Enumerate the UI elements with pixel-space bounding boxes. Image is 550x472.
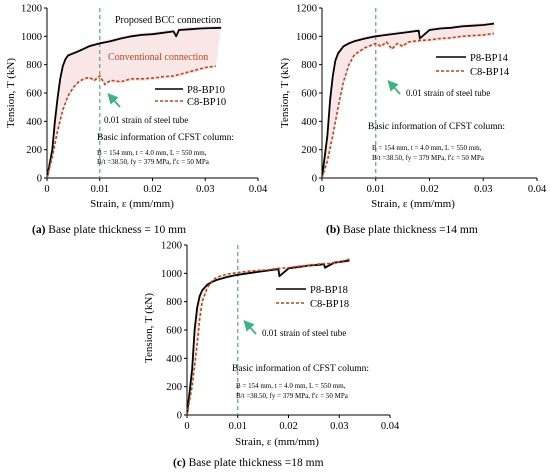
panel-a-xlabel: Strain, ε (mm/mm) bbox=[90, 198, 174, 210]
panel-b-ytick-label: 400 bbox=[301, 117, 317, 128]
panel-a-info-line2: B/t =38.50, fy = 379 MPa, f'c = 50 MPa bbox=[97, 158, 210, 166]
panel-c-ytick-label: 400 bbox=[166, 354, 182, 365]
panel-a-xtick-label: 0 bbox=[44, 184, 49, 195]
panel-b-ytick-label: 1000 bbox=[296, 32, 317, 43]
panel-b-ytick-label: 600 bbox=[301, 89, 317, 100]
panel-b-caption-text: Base plate thickness =14 mm bbox=[340, 224, 478, 236]
panel-a-caption-prefix: (a) bbox=[32, 224, 46, 236]
panel-c-ytick-label: 0 bbox=[177, 411, 182, 422]
panel-a-legend-label-c: C8-BP10 bbox=[187, 97, 226, 108]
panel-c-xtick-label: 0.04 bbox=[381, 421, 400, 432]
panel-a-ytick-label: 0 bbox=[37, 174, 42, 185]
panel-a-info-title: Basic information of CFST column: bbox=[97, 132, 234, 143]
panel-b-xtick-label: 0.03 bbox=[474, 184, 492, 195]
panel-c-xtick-label: 0.01 bbox=[229, 421, 247, 432]
panel-c-ytick-label: 200 bbox=[166, 382, 182, 393]
panel-b-xtick-label: 0.02 bbox=[420, 184, 438, 195]
panel-c-legend-label-c: C8-BP18 bbox=[310, 299, 349, 310]
panel-c-xtick-label: 0 bbox=[184, 421, 189, 432]
panel-c-ytick-label: 600 bbox=[166, 326, 182, 337]
panel-a-ylabel: Tension, T (kN) bbox=[5, 58, 17, 128]
panel-b-legend-label-p: P8-BP14 bbox=[470, 53, 509, 64]
panel-a-caption-text: Base plate thickness = 10 mm bbox=[45, 224, 186, 236]
panel-c-plot: 0 200 400 600 800 1000 1200 0 0.01 0.02 0.03 0.04 bbox=[161, 241, 400, 433]
panel-c-ytick-label: 800 bbox=[166, 297, 182, 308]
panel-c-reference-label: 0.01 strain of steel tube bbox=[262, 328, 346, 338]
panel-b-caption: (b) Base plate thickness =14 mm bbox=[326, 224, 478, 236]
panel-a-legend-label-p: P8-BP10 bbox=[187, 85, 225, 96]
panel-a-info-line2-text: B/t =38.50, fy = 379 MPa, f'c = 50 MPa bbox=[97, 158, 210, 166]
panel-c-caption-text: Base plate thickness =18 mm bbox=[186, 457, 324, 469]
panel-a-plot: 0 200 400 600 800 1000 1200 0 0.01 0.02 0.03 0.04 bbox=[21, 4, 268, 196]
panel-c: 0 200 400 600 800 1000 1200 0 0.01 0.02 0.03 0.04 P… bbox=[143, 241, 400, 470]
panel-a-ytick-label: 400 bbox=[26, 117, 42, 128]
panel-c-legend-label-p: P8-BP18 bbox=[310, 285, 348, 296]
panel-a-annotation-proposed: Proposed BCC connection bbox=[115, 15, 221, 26]
panel-a-caption: (a) Base plate thickness = 10 mm bbox=[32, 224, 186, 236]
panel-b-ytick-label: 0 bbox=[312, 174, 317, 185]
panel-c-xtick-label: 0.03 bbox=[330, 421, 348, 432]
panel-c-info-line1: B = 154 mm, t = 4.0 mm, L = 550 mm, bbox=[236, 382, 346, 390]
panel-c-series-c8-bp18 bbox=[186, 258, 350, 416]
panel-b-xtick-label: 0.01 bbox=[367, 184, 385, 195]
panel-c-reference-arrow bbox=[243, 319, 257, 335]
panel-a: 0 200 400 600 800 1000 1200 0 0.01 0.02 0.03 0.04 P… bbox=[5, 4, 268, 237]
panel-c-caption-prefix: (c) bbox=[173, 457, 186, 469]
panel-b-info-line2: B/t =38.50, fy = 379 MPa, f'c = 50 MPa bbox=[372, 154, 485, 162]
panel-b-shade-band bbox=[322, 21, 494, 179]
panel-b-info-title: Basic information of CFST column: bbox=[368, 121, 505, 132]
panel-b-xtick-label: 0 bbox=[319, 184, 324, 195]
panel-b-xlabel: Strain, ε (mm/mm) bbox=[371, 198, 455, 210]
panel-a-ytick-label: 200 bbox=[26, 145, 42, 156]
panel-b-ytick-label: 200 bbox=[301, 145, 317, 156]
panel-a-xtick-label: 0.04 bbox=[249, 184, 268, 195]
panel-b-reference-label: 0.01 strain of steel tube bbox=[406, 88, 490, 98]
panel-b-ytick-label: 800 bbox=[301, 60, 317, 71]
panel-c-ytick-label: 1200 bbox=[161, 241, 182, 252]
panel-b-plot: 0 200 400 600 800 1000 1200 0 0.01 0.02 0.03 0.04 bbox=[296, 4, 547, 196]
panel-c-xtick-label: 0.02 bbox=[279, 421, 297, 432]
panel-b-info-line1: B = 154 mm, t = 4.0 mm, L = 550 mm, bbox=[372, 144, 482, 152]
panel-a-series-c8-bp10 bbox=[46, 65, 216, 179]
panel-c-info-line2: B/t =38.50, fy = 379 MPa, f'c = 50 MPa bbox=[236, 392, 349, 400]
panel-b: 0 200 400 600 800 1000 1200 0 0.01 0.02 0.03 0.04 P… bbox=[279, 4, 547, 237]
panel-a-annotation-conventional: Conventional connection bbox=[108, 52, 208, 63]
panel-a-info-line1: B = 154 mm, t = 4.0 mm, L = 550 mm, bbox=[97, 149, 207, 157]
panel-b-xtick-label: 0.04 bbox=[528, 184, 547, 195]
panel-a-xtick-label: 0.02 bbox=[143, 184, 161, 195]
panel-a-reference-arrow bbox=[107, 92, 121, 108]
panel-c-info-title: Basic information of CFST column: bbox=[232, 363, 369, 374]
panel-c-ylabel: Tension, T (kN) bbox=[143, 293, 155, 363]
panel-c-caption: (c) Base plate thickness =18 mm bbox=[173, 457, 324, 469]
panel-a-ytick-label: 1000 bbox=[21, 32, 42, 43]
panel-c-xlabel: Strain, ε (mm/mm) bbox=[235, 436, 319, 448]
panel-a-xtick-label: 0.01 bbox=[91, 184, 109, 195]
panel-a-ytick-label: 600 bbox=[26, 89, 42, 100]
panel-b-caption-prefix: (b) bbox=[326, 224, 340, 236]
panel-b-reference-arrow bbox=[387, 79, 401, 95]
panel-a-series-p8-bp10 bbox=[46, 26, 222, 179]
panel-c-legend: P8-BP18 C8-BP18 bbox=[276, 285, 349, 310]
panel-b-ytick-label: 1200 bbox=[296, 4, 317, 15]
panel-b-series-c8-bp14 bbox=[321, 32, 495, 179]
panel-a-legend: P8-BP10 C8-BP10 bbox=[155, 85, 226, 108]
panel-a-ytick-label: 1200 bbox=[21, 4, 42, 15]
panel-a-xtick-label: 0.03 bbox=[196, 184, 214, 195]
panel-b-legend-label-c: C8-BP14 bbox=[470, 67, 510, 78]
panel-c-ytick-label: 1000 bbox=[161, 269, 182, 280]
panel-a-reference-label: 0.01 strain of steel tube bbox=[104, 115, 188, 125]
panel-b-legend: P8-BP14 C8-BP14 bbox=[436, 53, 510, 78]
panel-a-shade-band bbox=[47, 25, 222, 179]
panel-a-ytick-label: 800 bbox=[26, 60, 42, 71]
panel-b-series-p8-bp14 bbox=[321, 22, 495, 179]
panel-b-ylabel: Tension, T (kN) bbox=[279, 58, 291, 128]
